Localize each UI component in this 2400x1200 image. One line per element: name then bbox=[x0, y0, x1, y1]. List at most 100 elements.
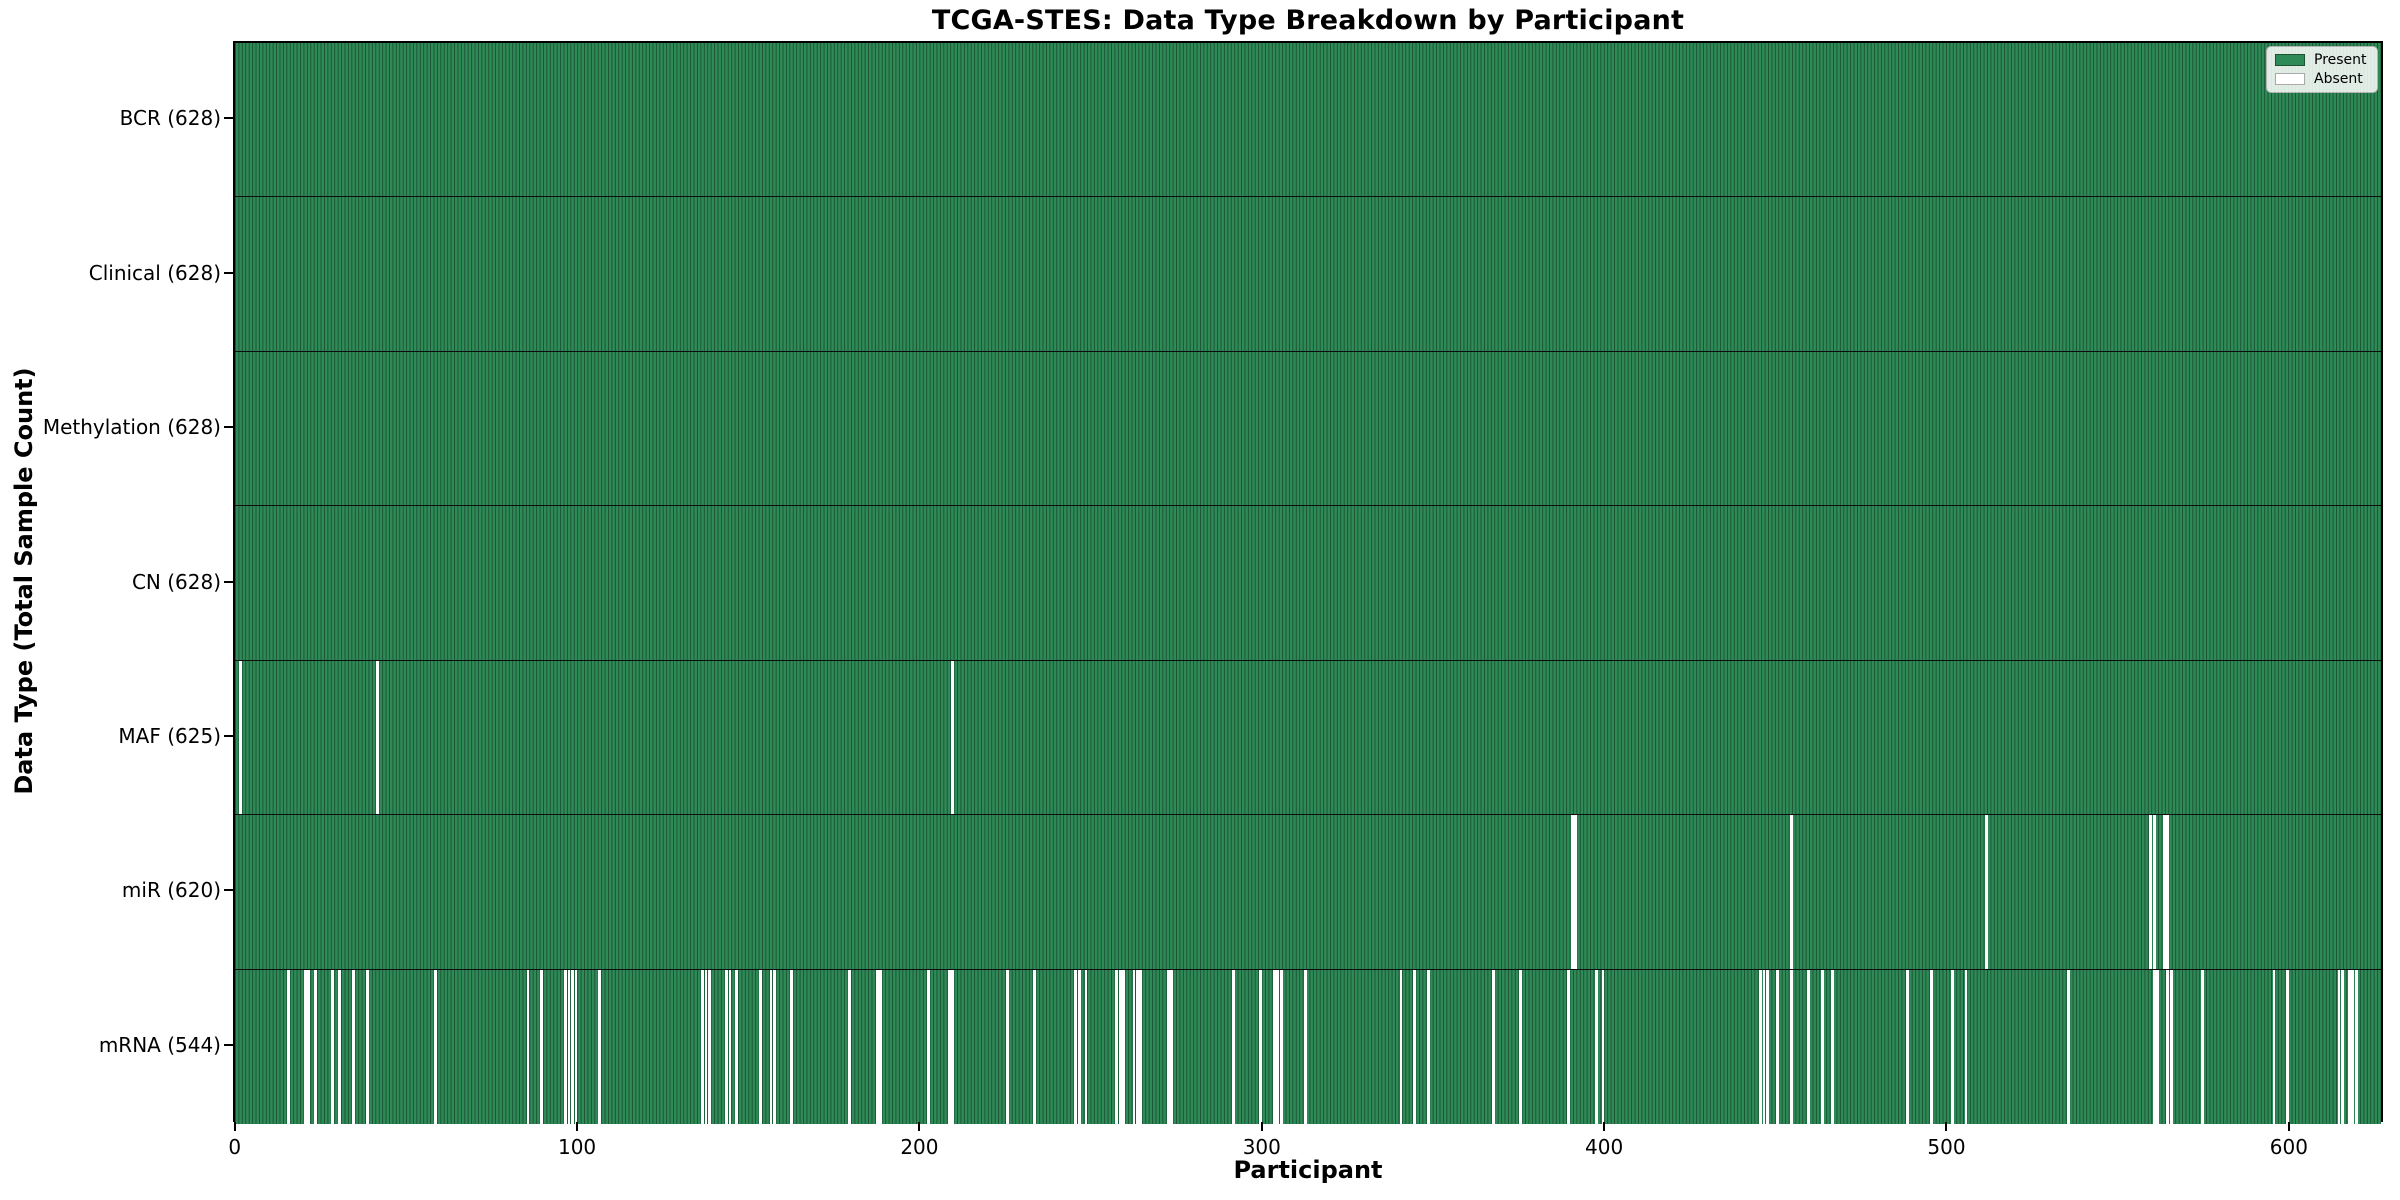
absent-bar bbox=[2166, 969, 2170, 1124]
absent-bar bbox=[1789, 815, 1793, 969]
absent-bar bbox=[759, 969, 763, 1124]
absent-bar bbox=[239, 660, 242, 815]
absent-bar bbox=[2286, 969, 2290, 1124]
absent-bar bbox=[790, 969, 794, 1124]
absent-bar bbox=[331, 969, 335, 1124]
chart-title: TCGA-STES: Data Type Breakdown by Partic… bbox=[931, 5, 1685, 36]
absent-bar bbox=[375, 660, 379, 815]
absent-bar bbox=[708, 969, 711, 1124]
absent-bar bbox=[725, 969, 728, 1124]
absent-bar bbox=[365, 969, 369, 1124]
absent-bar bbox=[1135, 969, 1139, 1124]
y-tick-label: miR (620) bbox=[121, 878, 221, 903]
absent-bar bbox=[2272, 969, 2276, 1124]
absent-bar bbox=[598, 969, 602, 1124]
absent-bar bbox=[951, 660, 954, 815]
row-Methylation bbox=[235, 351, 2381, 507]
absent-bar bbox=[2152, 969, 2156, 1124]
absent-bar bbox=[2152, 815, 2156, 969]
absent-bar bbox=[1413, 969, 1417, 1124]
absent-bar bbox=[1601, 969, 1605, 1124]
x-tick-label: 0 bbox=[228, 1135, 242, 1159]
y-tick-label: mRNA (544) bbox=[98, 1032, 221, 1057]
absent-bar bbox=[773, 969, 776, 1124]
absent-bar bbox=[1115, 969, 1119, 1124]
absent-bar bbox=[1906, 969, 1910, 1124]
row-mRNA bbox=[235, 969, 2381, 1124]
absent-bar bbox=[2200, 969, 2204, 1124]
absent-bar bbox=[1279, 969, 1283, 1124]
x-axis-label: Participant bbox=[1233, 1156, 1383, 1184]
absent-bar bbox=[1033, 969, 1037, 1124]
x-tick-label: 400 bbox=[1585, 1135, 1624, 1159]
absent-bar bbox=[1985, 815, 1988, 969]
absent-bar bbox=[735, 969, 739, 1124]
absent-bar bbox=[1765, 969, 1769, 1124]
absent-bar bbox=[1567, 969, 1571, 1124]
absent-bar bbox=[2347, 969, 2351, 1124]
absent-bar bbox=[2354, 969, 2358, 1124]
row-MAF bbox=[235, 660, 2381, 816]
x-tick-label: 300 bbox=[1242, 1135, 1281, 1159]
absent-bar bbox=[951, 969, 954, 1124]
absent-bar bbox=[1776, 969, 1780, 1124]
absent-bar bbox=[1276, 969, 1280, 1124]
y-tick-mark bbox=[224, 426, 233, 429]
absent-bar bbox=[1231, 969, 1235, 1124]
absent-bar bbox=[2351, 969, 2355, 1124]
absent-bar bbox=[526, 969, 530, 1124]
absent-bar bbox=[1759, 969, 1762, 1124]
legend: Present Absent bbox=[2266, 46, 2378, 93]
y-tick-mark bbox=[224, 1043, 233, 1046]
y-tick-label: Clinical (628) bbox=[88, 260, 221, 285]
absent-bar bbox=[1166, 969, 1170, 1124]
absent-bar bbox=[2166, 815, 2170, 969]
x-tick-label: 200 bbox=[900, 1135, 939, 1159]
absent-bar bbox=[1118, 969, 1122, 1124]
absent-bar bbox=[286, 969, 290, 1124]
x-tick-mark bbox=[576, 1122, 579, 1131]
x-tick-label: 600 bbox=[2269, 1135, 2308, 1159]
absent-bar bbox=[1964, 969, 1968, 1124]
absent-bar bbox=[434, 969, 437, 1124]
absent-bar bbox=[769, 969, 773, 1124]
row-CN bbox=[235, 506, 2381, 661]
absent-bar bbox=[1084, 969, 1088, 1124]
legend-entry-present: Present bbox=[2275, 53, 2367, 67]
legend-label-absent: Absent bbox=[2314, 71, 2363, 87]
absent-bar bbox=[879, 969, 883, 1124]
row-Clinical bbox=[235, 197, 2381, 352]
x-tick-label: 100 bbox=[557, 1135, 597, 1159]
absent-bar bbox=[1303, 969, 1307, 1124]
absent-bar bbox=[848, 969, 852, 1124]
absent-bar bbox=[701, 969, 705, 1124]
y-tick-label: BCR (628) bbox=[119, 106, 221, 131]
x-tick-mark bbox=[918, 1122, 921, 1131]
absent-bar bbox=[1594, 969, 1598, 1124]
y-tick-label: Methylation (628) bbox=[42, 415, 221, 440]
absent-bar bbox=[564, 969, 568, 1124]
y-tick-label: MAF (625) bbox=[118, 723, 221, 748]
absent-bar bbox=[314, 969, 318, 1124]
absent-bar bbox=[1399, 969, 1403, 1124]
y-tick-label: CN (628) bbox=[131, 569, 221, 594]
absent-bar bbox=[1259, 969, 1263, 1124]
y-tick-mark bbox=[224, 580, 233, 583]
absent-bar bbox=[307, 969, 311, 1124]
absent-bar bbox=[1830, 969, 1834, 1124]
absent-bar bbox=[2149, 815, 2153, 969]
legend-label-present: Present bbox=[2314, 52, 2367, 68]
absent-bar bbox=[2337, 969, 2341, 1124]
absent-bar bbox=[1170, 969, 1174, 1124]
absent-bar bbox=[1492, 969, 1495, 1124]
absent-bar bbox=[540, 969, 544, 1124]
row-BCR bbox=[235, 43, 2381, 198]
x-tick-mark bbox=[233, 1122, 236, 1131]
absent-bar bbox=[875, 969, 879, 1124]
y-tick-mark bbox=[224, 889, 233, 892]
absent-bar bbox=[1272, 969, 1276, 1124]
absent-bar bbox=[1789, 969, 1793, 1124]
absent-bar bbox=[1807, 969, 1810, 1124]
absent-bar bbox=[1005, 969, 1009, 1124]
